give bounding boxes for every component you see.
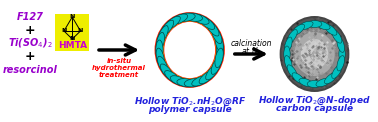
- Ellipse shape: [292, 73, 305, 84]
- Text: N: N: [70, 15, 75, 20]
- Text: N: N: [78, 29, 83, 34]
- Ellipse shape: [337, 56, 344, 71]
- Ellipse shape: [332, 30, 342, 43]
- Ellipse shape: [215, 48, 223, 68]
- Text: N: N: [70, 36, 75, 41]
- Text: +: +: [25, 50, 35, 62]
- Text: Hollow TiO$_2$.nH$_2$O@RF: Hollow TiO$_2$.nH$_2$O@RF: [134, 96, 246, 108]
- Text: at N$_2$: at N$_2$: [241, 46, 262, 58]
- Ellipse shape: [285, 56, 292, 71]
- Ellipse shape: [299, 78, 313, 87]
- Ellipse shape: [337, 37, 344, 52]
- Ellipse shape: [156, 32, 164, 52]
- Ellipse shape: [177, 79, 195, 87]
- Ellipse shape: [184, 79, 203, 87]
- Ellipse shape: [165, 71, 180, 84]
- Ellipse shape: [299, 21, 313, 30]
- Ellipse shape: [287, 30, 297, 43]
- Text: HMTA: HMTA: [58, 41, 87, 51]
- Ellipse shape: [184, 13, 203, 21]
- Ellipse shape: [215, 32, 223, 52]
- Ellipse shape: [324, 73, 337, 84]
- Ellipse shape: [158, 56, 168, 74]
- Ellipse shape: [307, 81, 322, 87]
- Text: resorcinol: resorcinol: [3, 65, 57, 75]
- Text: in-situ
hydrothermal
treatment: in-situ hydrothermal treatment: [92, 58, 146, 78]
- Ellipse shape: [316, 21, 330, 30]
- Ellipse shape: [165, 16, 180, 29]
- Ellipse shape: [285, 37, 292, 52]
- Ellipse shape: [199, 71, 215, 84]
- FancyBboxPatch shape: [55, 14, 89, 51]
- Text: +: +: [25, 24, 35, 36]
- Ellipse shape: [307, 20, 322, 27]
- Text: calcination: calcination: [231, 40, 272, 49]
- Ellipse shape: [156, 40, 163, 60]
- Ellipse shape: [324, 24, 337, 35]
- Ellipse shape: [177, 13, 195, 21]
- Ellipse shape: [206, 64, 219, 80]
- Ellipse shape: [156, 48, 164, 68]
- Text: carbon capsule: carbon capsule: [276, 104, 353, 113]
- Circle shape: [294, 32, 335, 76]
- Ellipse shape: [339, 46, 345, 62]
- Ellipse shape: [206, 20, 219, 36]
- Text: Hollow TiO$_2$@N-doped: Hollow TiO$_2$@N-doped: [258, 95, 371, 107]
- Ellipse shape: [160, 20, 174, 36]
- Ellipse shape: [316, 78, 330, 87]
- Ellipse shape: [170, 76, 187, 86]
- Ellipse shape: [160, 64, 174, 80]
- Ellipse shape: [292, 24, 305, 35]
- Text: Ti(SO$_4$)$_2$: Ti(SO$_4$)$_2$: [8, 36, 52, 50]
- Ellipse shape: [332, 65, 342, 78]
- Ellipse shape: [192, 14, 209, 24]
- Text: N: N: [61, 29, 67, 34]
- Ellipse shape: [211, 26, 222, 44]
- Text: F127: F127: [17, 12, 43, 22]
- Ellipse shape: [199, 16, 215, 29]
- Circle shape: [280, 16, 349, 92]
- Ellipse shape: [287, 65, 297, 78]
- Ellipse shape: [170, 14, 187, 24]
- Circle shape: [282, 18, 347, 90]
- Ellipse shape: [211, 56, 222, 74]
- Circle shape: [289, 26, 340, 82]
- Circle shape: [301, 39, 328, 69]
- Ellipse shape: [216, 40, 224, 60]
- Circle shape: [169, 28, 210, 72]
- Text: polymer capsule: polymer capsule: [148, 105, 232, 114]
- Ellipse shape: [284, 46, 290, 62]
- Ellipse shape: [192, 76, 209, 86]
- Ellipse shape: [158, 26, 168, 44]
